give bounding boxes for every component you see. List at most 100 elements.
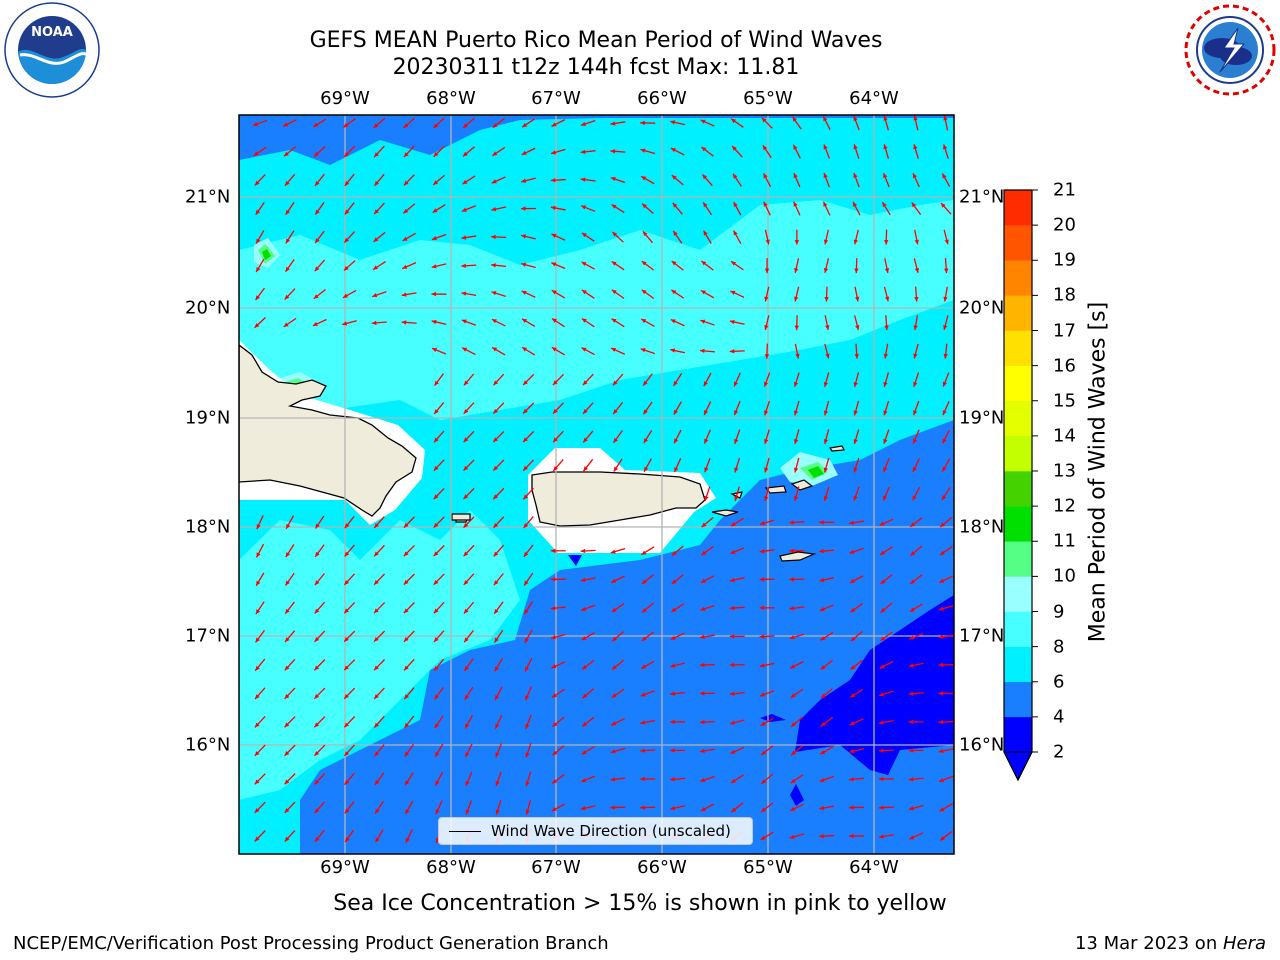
wave-direction-arrowhead [491, 207, 497, 212]
wave-direction-arrowhead [494, 608, 499, 614]
wave-direction-arrowhead [284, 751, 290, 756]
wave-direction-arrowhead [373, 237, 379, 242]
wave-direction-arrowhead [913, 410, 918, 416]
wave-direction-arrowhead [434, 409, 439, 414]
small-island [779, 551, 817, 562]
wave-direction-arrowhead [759, 549, 765, 554]
wave-direction-arrowhead [730, 549, 736, 554]
small-island [790, 479, 814, 491]
wave-direction-arrowhead [345, 837, 350, 843]
wave-direction-arrowhead [405, 780, 410, 786]
wave-direction-arrowhead [729, 577, 735, 583]
wave-direction-arrowhead [254, 323, 260, 328]
wave-direction-arrowhead [463, 465, 469, 471]
colorbar-segment [1004, 541, 1032, 577]
wave-direction-arrowhead [642, 231, 648, 237]
wave-direction-arrowhead [461, 319, 467, 324]
wave-direction-arrowhead [883, 410, 888, 416]
wave-direction-arrowhead [731, 807, 737, 813]
wave-direction-arrowhead [344, 608, 349, 614]
wave-direction-arrowhead [671, 260, 677, 266]
wave-direction-arrowhead [434, 380, 439, 386]
wave-direction-arrowhead [580, 149, 586, 155]
wave-direction-arrowhead [671, 289, 677, 295]
wave-direction-arrowhead [763, 201, 768, 207]
wave-direction-arrowhead [701, 522, 707, 528]
wave-direction-arrowhead [462, 179, 468, 185]
wave-direction-arrowhead [944, 239, 949, 245]
sea-ice-note: Sea Ice Concentration > 15% is shown in … [333, 891, 947, 916]
wave-direction-arrowhead [491, 263, 496, 268]
wave-direction-arrowhead [314, 608, 320, 614]
wave-direction-arrowhead [764, 467, 769, 473]
lat-label-right: 19°N [959, 407, 1005, 429]
wave-direction-arrowhead [581, 635, 587, 641]
lat-label-left: 21°N [185, 186, 231, 208]
wave-direction-arrowhead [284, 294, 290, 300]
wave-direction-arrowhead [878, 834, 884, 839]
wave-direction-arrowhead [794, 268, 799, 273]
wave-direction-arrowhead [433, 437, 439, 443]
wave-direction-arrowhead [883, 115, 888, 121]
wave-direction-arrowhead [613, 437, 618, 443]
wave-direction-arrowhead [551, 233, 557, 238]
wave-direction-arrowhead [494, 666, 499, 672]
wave-direction-arrowhead [521, 318, 527, 323]
wave-direction-arrowhead [431, 264, 437, 269]
small-island [451, 513, 471, 521]
wave-direction-arrowhead [884, 325, 889, 331]
colorbar-segment [1004, 260, 1032, 296]
wave-direction-arrowhead [613, 466, 619, 472]
wave-direction-arrowhead [938, 606, 944, 611]
wave-direction-arrowhead [670, 348, 676, 353]
wave-direction-arrowhead [610, 177, 616, 182]
lon-label-top: 67°W [531, 88, 581, 109]
wave-direction-arrowhead [701, 550, 707, 556]
legend-line-sample [449, 831, 481, 832]
wave-direction-arrowhead [793, 439, 799, 444]
wave-direction-arrowhead [612, 231, 618, 237]
wave-direction-arrowhead [913, 381, 918, 387]
footer-date: 13 Mar 2023 on Hera [1075, 933, 1266, 954]
colorbar-tick-label: 15 [1053, 390, 1076, 412]
wave-direction-arrowhead [790, 664, 796, 669]
wave-direction-arrowhead [878, 720, 884, 725]
wave-direction-arrowhead [731, 261, 736, 266]
wave-direction-arrowhead [734, 381, 738, 387]
wave-direction-arrowhead [670, 806, 676, 811]
wave-direction-arrowhead [524, 637, 529, 643]
colorbar-segment [1004, 330, 1032, 366]
colorbar-segment [1004, 295, 1032, 331]
wave-direction-arrowhead [283, 322, 289, 327]
wave-direction-arrowhead [402, 264, 408, 269]
wave-direction-arrowhead [793, 467, 799, 473]
wave-direction-arrowhead [580, 177, 586, 182]
small-island [828, 445, 845, 452]
lon-label-top: 65°W [743, 88, 793, 109]
wave-direction-arrowhead [911, 202, 917, 208]
colorbar-tick-label: 11 [1053, 530, 1076, 552]
period-below-2-patch [790, 784, 804, 806]
wave-direction-arrowhead [761, 807, 767, 813]
wave-direction-arrowhead [673, 380, 678, 386]
lat-label-right: 18°N [959, 516, 1005, 538]
wave-direction-arrowhead [403, 522, 409, 528]
wave-direction-arrowhead [793, 173, 798, 179]
wave-direction-arrowhead [790, 806, 796, 811]
wave-direction-arrowhead [670, 719, 675, 725]
lon-label-bottom: 66°W [637, 857, 687, 878]
wave-direction-arrowhead [640, 805, 645, 810]
wave-direction-arrowhead [465, 723, 470, 729]
wave-direction-arrowhead [938, 634, 944, 639]
wave-direction-arrowhead [523, 494, 529, 500]
wave-direction-arrowhead [611, 578, 617, 583]
wave-direction-arrowhead [849, 777, 854, 782]
wave-direction-arrowhead [375, 837, 380, 843]
wave-direction-arrowhead [284, 665, 290, 671]
wave-direction-arrowhead [314, 637, 320, 642]
wave-direction-arrowhead [640, 776, 645, 782]
wave-direction-arrowhead [883, 438, 888, 444]
wave-direction-arrowhead [403, 208, 409, 214]
wave-direction-arrowhead [405, 837, 410, 843]
wave-direction-arrowhead [284, 722, 290, 728]
